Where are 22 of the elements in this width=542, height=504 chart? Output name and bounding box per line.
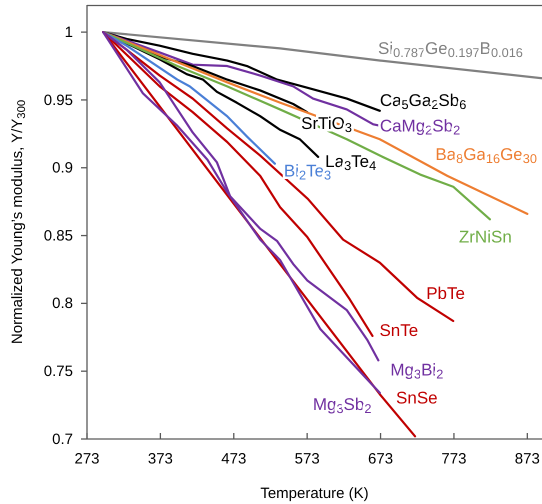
x-tick-label: 273 xyxy=(74,450,100,468)
series-label: Si$_{0.787}$Ge$_{0.197}$B$_{0.016}$ xyxy=(378,39,523,60)
y-tick-label: 0.7 xyxy=(52,430,73,448)
x-axis-title: Temperature (K) xyxy=(260,485,369,502)
x-tick-label: 573 xyxy=(294,450,320,468)
x-tick-label: 373 xyxy=(148,450,173,468)
y-tick-label: 0.85 xyxy=(44,227,73,244)
x-tick-label: 773 xyxy=(441,450,466,468)
y-tick-label: 1 xyxy=(64,24,73,41)
series-label: ZrNiSn xyxy=(458,227,512,246)
series-label: SnTe xyxy=(379,320,418,340)
x-tick-label: 473 xyxy=(221,450,246,468)
y-tick-label: 0.8 xyxy=(52,295,73,312)
series-label: SnSe xyxy=(396,388,438,408)
y-tick-label: 0.75 xyxy=(44,362,73,380)
series-label: Ba$_{8}$Ga$_{16}$Ge$_{30}$ xyxy=(435,144,537,166)
x-tick-label: 673 xyxy=(368,450,394,468)
x-tick-label: 873 xyxy=(514,450,540,468)
series-label: PbTe xyxy=(426,284,465,304)
y-tick-label: 0.9 xyxy=(52,160,73,177)
series-label: Mg$_{3}$Bi$_{2}$ xyxy=(390,360,444,382)
y-tick-label: 0.95 xyxy=(44,92,73,109)
